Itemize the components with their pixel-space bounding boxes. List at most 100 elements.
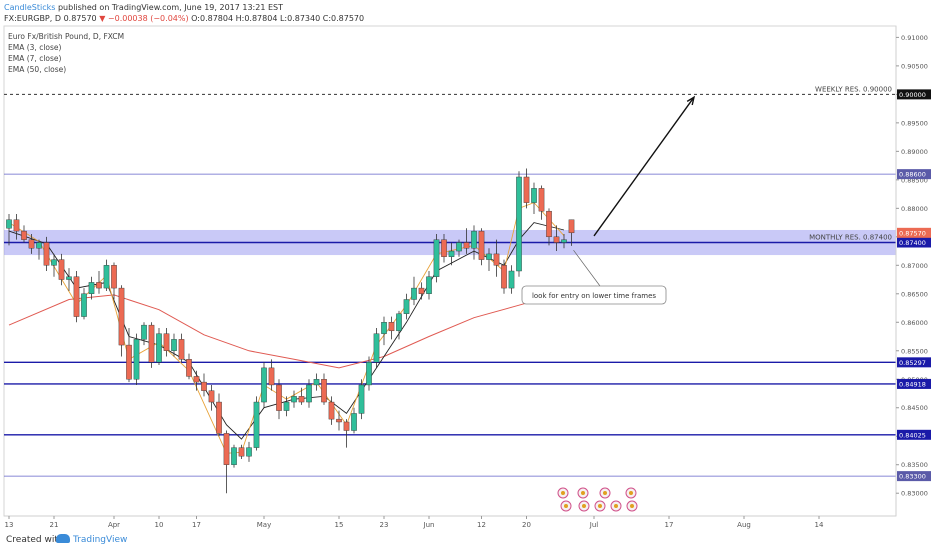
created-with-text: Created with bbox=[6, 535, 64, 545]
author-link[interactable]: CandleSticks bbox=[4, 3, 56, 12]
candle-up bbox=[6, 219, 12, 229]
candle-down bbox=[216, 401, 222, 434]
legend-title: Euro Fx/British Pound, D, FXCM bbox=[8, 32, 124, 41]
candle-up bbox=[358, 384, 365, 414]
candle-down bbox=[118, 287, 125, 346]
candle-down bbox=[178, 339, 185, 360]
time-tick-label: 20 bbox=[522, 521, 531, 529]
price-tick-label: 0.83000 bbox=[901, 490, 928, 498]
candle-up bbox=[291, 396, 297, 403]
legend-item: EMA (50, close) bbox=[8, 65, 66, 74]
candle-down bbox=[193, 376, 200, 383]
level-price-box bbox=[897, 471, 931, 482]
candle-down bbox=[343, 421, 350, 431]
arrow-head-icon bbox=[686, 95, 696, 106]
candle-down bbox=[163, 333, 170, 351]
candle-up bbox=[66, 276, 72, 280]
candle-down bbox=[96, 282, 102, 289]
level-price-label: 0.83300 bbox=[899, 473, 926, 481]
candle-up bbox=[561, 239, 567, 243]
candle-up bbox=[283, 401, 290, 411]
candle-up bbox=[508, 270, 515, 289]
candle-down bbox=[21, 230, 27, 240]
time-tick-label: 23 bbox=[380, 521, 389, 529]
candle-up bbox=[486, 253, 492, 260]
candle-up bbox=[373, 333, 380, 363]
candle-down bbox=[148, 324, 155, 363]
time-tick-label: 21 bbox=[50, 521, 59, 529]
level-price-box bbox=[897, 357, 931, 368]
time-tick-label: 15 bbox=[335, 521, 344, 529]
candle-up bbox=[313, 379, 320, 386]
candle-down bbox=[328, 401, 335, 420]
candle-down bbox=[501, 265, 507, 289]
candle-down bbox=[538, 188, 545, 212]
candle-down bbox=[201, 381, 207, 391]
down-triangle-icon: ▼ bbox=[99, 14, 106, 23]
last-price-label: 0.87570 bbox=[899, 229, 926, 237]
time-tick-label: May bbox=[257, 521, 271, 529]
candle-up bbox=[516, 176, 522, 272]
candle-up bbox=[306, 384, 312, 403]
candle-down bbox=[13, 219, 20, 232]
candle-up bbox=[448, 250, 455, 257]
candle-up bbox=[81, 293, 87, 317]
price-tick-label: 0.86500 bbox=[901, 290, 928, 298]
candle-up bbox=[411, 287, 417, 300]
candle-down bbox=[268, 367, 275, 386]
event-icon-dot bbox=[561, 491, 565, 495]
time-tick-label: 10 bbox=[155, 521, 164, 529]
candle-down bbox=[28, 239, 35, 249]
level-price-box bbox=[897, 169, 931, 180]
candle-up bbox=[456, 242, 462, 252]
footer: Created with TradingView bbox=[0, 532, 932, 550]
candle-up bbox=[246, 447, 252, 457]
event-icon-dot bbox=[582, 504, 586, 508]
candle-down bbox=[73, 276, 80, 317]
time-tick-label: Jun bbox=[423, 521, 435, 529]
candle-up bbox=[351, 413, 357, 431]
annotation-box bbox=[521, 285, 667, 305]
level-price-box bbox=[897, 378, 931, 389]
candle-up bbox=[171, 339, 177, 351]
candle-down bbox=[388, 322, 395, 332]
candle-up bbox=[471, 230, 477, 249]
ohlc-values: O:0.87804 H:0.87804 L:0.87340 C:0.87570 bbox=[191, 14, 365, 23]
level-price-box bbox=[897, 429, 931, 440]
candle-up bbox=[531, 188, 537, 203]
candle-down bbox=[238, 447, 245, 457]
level-price-label: 0.84918 bbox=[899, 380, 926, 388]
time-tick-label: Apr bbox=[108, 521, 120, 529]
candle-down bbox=[276, 384, 282, 411]
target-arrow-line bbox=[593, 96, 695, 237]
candle-down bbox=[523, 176, 530, 203]
time-tick-label: Jul bbox=[589, 521, 599, 529]
symbol-label: FX:EURGBP, D bbox=[4, 14, 62, 23]
candle-down bbox=[553, 236, 560, 243]
time-tick-label: 17 bbox=[192, 521, 201, 529]
candle-down bbox=[418, 287, 425, 294]
candle-down bbox=[223, 433, 230, 465]
time-tick-label: Aug bbox=[737, 521, 751, 529]
brand-name: TradingView bbox=[73, 535, 128, 545]
candle-down bbox=[441, 239, 447, 257]
published-text: published on TradingView.com, June 19, 2… bbox=[57, 3, 283, 12]
candle-up bbox=[396, 313, 402, 332]
price-tick-label: 0.84500 bbox=[901, 404, 928, 412]
level-price-label: 0.85297 bbox=[899, 359, 926, 367]
legend-item: EMA (3, close) bbox=[8, 43, 62, 52]
price-tick-label: 0.89000 bbox=[901, 148, 928, 156]
candle-up bbox=[103, 265, 110, 289]
price-tick-label: 0.88000 bbox=[901, 205, 928, 213]
candle-up bbox=[141, 324, 147, 340]
event-icon-dot bbox=[629, 491, 633, 495]
last-price-box bbox=[897, 227, 931, 238]
tradingview-logo-link[interactable]: TradingView bbox=[56, 534, 127, 545]
time-tick-label: 13 bbox=[5, 521, 14, 529]
cloud-icon bbox=[56, 534, 70, 543]
candle-up bbox=[403, 299, 410, 314]
event-icon-dot bbox=[630, 504, 634, 508]
candle-down bbox=[478, 230, 485, 260]
time-tick-label: 14 bbox=[815, 521, 824, 529]
